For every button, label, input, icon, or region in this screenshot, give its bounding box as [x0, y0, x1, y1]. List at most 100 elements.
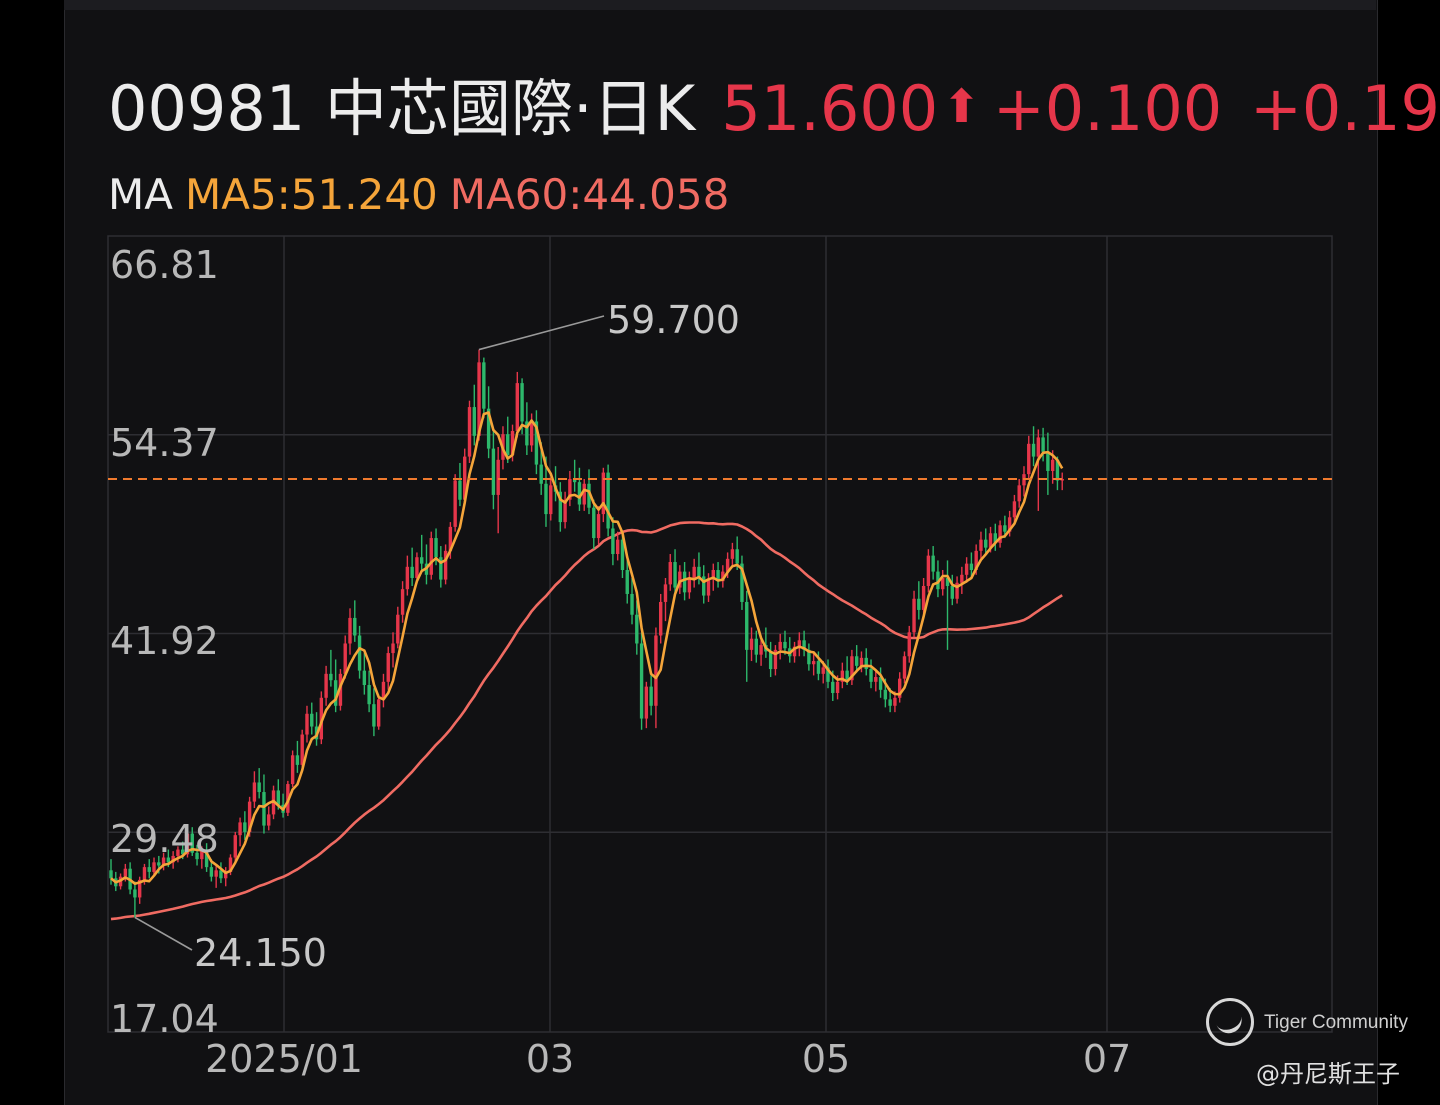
candle [754, 630, 758, 663]
ma60-line [110, 521, 1063, 921]
candle [386, 646, 390, 690]
candle-body [859, 657, 864, 666]
candle-body [267, 814, 271, 826]
candle-body [343, 643, 347, 674]
candle-body [544, 483, 548, 515]
candle [486, 386, 491, 459]
candle-body [926, 555, 931, 586]
x-tick-label: 05 [802, 1037, 850, 1081]
candle [300, 729, 304, 770]
candle [1036, 429, 1041, 511]
candle [783, 630, 787, 655]
candle [506, 416, 510, 463]
candle [204, 843, 209, 872]
candle [496, 447, 500, 534]
stock-title: 00981 中芯國際·日K [108, 72, 696, 145]
y-tick-label: 54.37 [110, 421, 219, 465]
ma-legend: MA MA5:51.240 MA60:44.058 [108, 170, 729, 220]
candle [917, 581, 921, 620]
candle-body [152, 862, 156, 872]
candle-body [577, 482, 582, 505]
candle [649, 672, 653, 716]
candle [482, 357, 486, 419]
candle [950, 574, 954, 606]
candle [333, 659, 338, 713]
candle [635, 600, 639, 655]
candle-body [974, 550, 978, 571]
candle-body [238, 822, 242, 836]
candle-body [783, 641, 787, 649]
candle [190, 827, 194, 856]
candle [410, 547, 414, 586]
chart-panel [64, 0, 1378, 1105]
candle-body [1017, 485, 1021, 502]
candle-body [109, 870, 113, 879]
candle-body [181, 849, 185, 855]
candle [1017, 478, 1021, 508]
candle-body [811, 661, 816, 665]
candle-body [706, 579, 711, 596]
candle-body [520, 383, 524, 422]
candle-body [678, 571, 682, 588]
candle-body [993, 533, 997, 543]
candle-body [888, 699, 892, 706]
candle [1022, 466, 1026, 497]
candle-body [219, 870, 223, 879]
candle [687, 571, 692, 599]
candle-body [329, 673, 333, 681]
candle-body [587, 483, 591, 508]
candle-body [716, 570, 720, 582]
candle [472, 384, 476, 446]
candle-body [592, 507, 596, 539]
candle-body [549, 485, 553, 515]
candle-body [295, 755, 300, 765]
candle [921, 577, 926, 615]
top-bar [64, 0, 1376, 10]
candle [381, 673, 386, 708]
candle [788, 637, 792, 663]
candle [716, 562, 720, 588]
candle-body [166, 857, 171, 863]
candle-body [620, 539, 625, 571]
x-tick-label: 2025/01 [205, 1037, 363, 1081]
candle-body [668, 562, 672, 585]
chart-header: 00981 中芯國際·日K 51.600⬆+0.100 +0.19% [108, 68, 1440, 147]
candle-body [391, 643, 395, 654]
candle [319, 691, 324, 745]
candle [185, 830, 190, 858]
candle [807, 643, 811, 671]
candle-body [725, 558, 730, 572]
candle-body [348, 617, 352, 644]
candle-body [601, 472, 606, 515]
candle-body [1003, 525, 1007, 532]
candle-body [443, 550, 448, 580]
candle [625, 554, 629, 604]
candle [353, 600, 357, 642]
candle [797, 632, 802, 657]
tiger-logo-icon [1206, 998, 1254, 1046]
candle-body [506, 434, 510, 455]
candle [257, 768, 261, 799]
candle-body [864, 657, 868, 670]
candle-body [252, 782, 257, 802]
candle [525, 402, 529, 455]
candle [898, 672, 902, 703]
candle-body [711, 570, 715, 580]
candle [740, 555, 744, 610]
candle-body [171, 855, 175, 863]
candle [420, 534, 424, 572]
candle [534, 410, 539, 475]
candle-body [161, 857, 166, 866]
candle-body [400, 589, 405, 615]
candle-body [157, 862, 161, 866]
candle [405, 555, 410, 596]
candle-body [405, 566, 410, 590]
candle-body [300, 734, 304, 765]
candle-body [979, 539, 983, 551]
annotation-leader [134, 916, 193, 951]
candle [1012, 494, 1017, 524]
candle-body [357, 635, 362, 671]
candle [955, 576, 959, 604]
candle [262, 774, 266, 834]
